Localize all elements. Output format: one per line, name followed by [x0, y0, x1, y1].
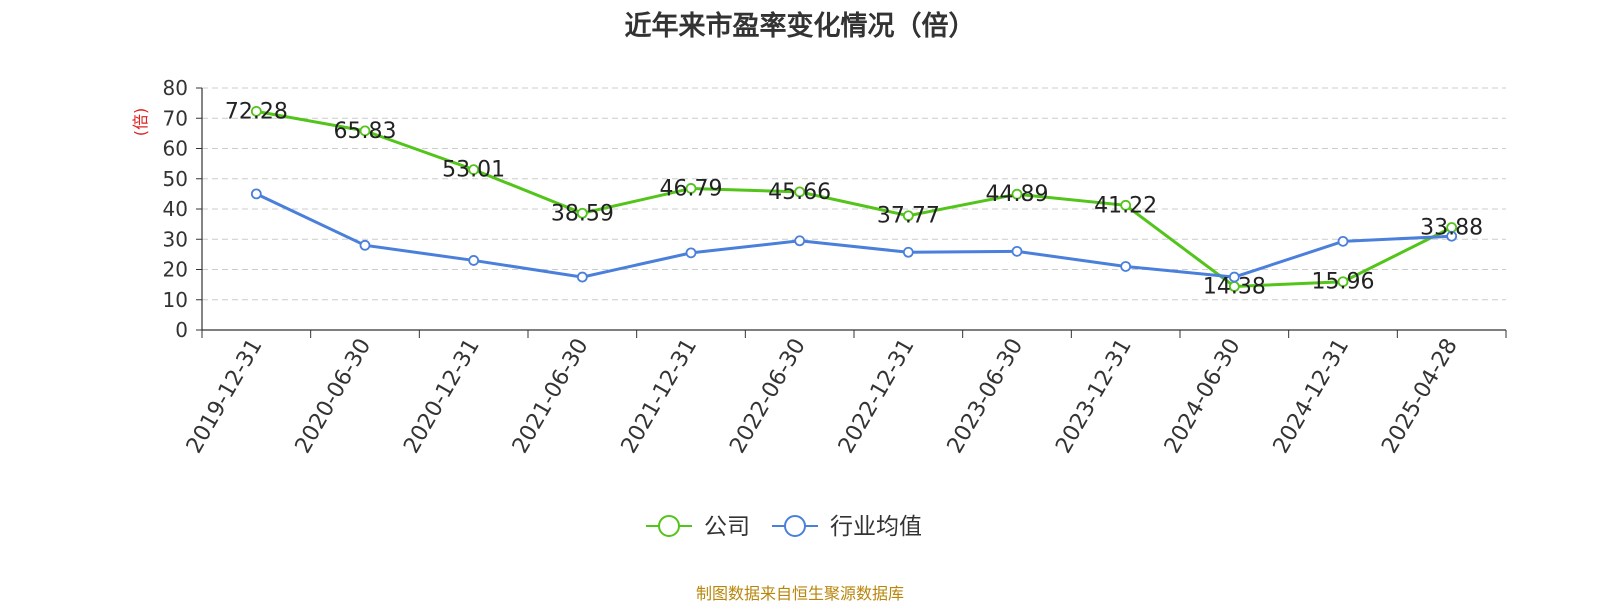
company-point — [1120, 199, 1132, 211]
industry-avg-line — [255, 192, 1452, 279]
company-point — [359, 125, 371, 137]
y-tick-label: 30 — [163, 227, 188, 251]
y-tick-label: 10 — [163, 288, 188, 312]
industry-avg-point — [250, 188, 262, 200]
industry-avg-point — [576, 271, 588, 283]
data-label: 41.22 — [1094, 193, 1157, 218]
industry-avg-point — [359, 239, 371, 251]
x-tick-label: 2022-12-31 — [834, 335, 920, 458]
x-tick-label: 2023-06-30 — [943, 335, 1029, 458]
data-label: 38.59 — [551, 201, 614, 226]
data-label: 65.83 — [334, 119, 397, 144]
legend-marker — [658, 515, 680, 537]
data-label: 46.79 — [660, 176, 723, 201]
company-point — [576, 207, 588, 219]
industry-avg-point — [902, 246, 914, 258]
x-tick-label: 2022-06-30 — [725, 335, 811, 458]
x-tick-label: 2025-04-28 — [1377, 335, 1463, 458]
data-label: 72.28 — [225, 99, 288, 124]
data-label: 44.89 — [986, 182, 1049, 207]
data-labels: 72.28 65.83 53.01 38.59 46.79 45.66 37.77 44.89… — [225, 99, 1483, 299]
y-tick-label: 0 — [175, 318, 188, 342]
company-point — [1337, 276, 1349, 288]
data-label: 45.66 — [768, 180, 831, 205]
x-tick-label: 2020-12-31 — [399, 335, 485, 458]
company-point — [685, 183, 697, 194]
x-tick-label: 2019-12-31 — [182, 335, 268, 458]
industry-avg-point — [1228, 271, 1240, 283]
y-tick-label: 20 — [163, 258, 188, 282]
data-label: 53.01 — [442, 158, 505, 183]
company-point — [468, 164, 480, 176]
legend-label: 行业均值 — [830, 514, 922, 540]
industry-avg-point — [685, 247, 697, 259]
data-label: 37.77 — [877, 204, 940, 229]
x-tick-label: 2021-06-30 — [508, 335, 594, 458]
industry-avg-point — [1011, 245, 1023, 257]
legend-label: 公司 — [704, 514, 750, 540]
y-tick-label: 50 — [163, 167, 188, 191]
company-point — [250, 105, 262, 117]
chart-title: 近年来市盈率变化情况（倍） — [624, 11, 976, 42]
x-tick-label: 2024-12-31 — [1269, 335, 1355, 458]
company-point — [794, 186, 806, 198]
series-lines — [250, 105, 1458, 292]
y-tick-label: 70 — [163, 106, 188, 130]
x-tick-label: 2023-12-31 — [1051, 335, 1137, 458]
y-tick-label: 60 — [163, 137, 188, 161]
industry-avg-point — [1446, 230, 1458, 242]
y-tick-label: 40 — [163, 197, 188, 221]
data-label: 33.88 — [1420, 216, 1483, 241]
legend-marker — [784, 515, 806, 537]
x-tick-label: 2021-12-31 — [617, 335, 703, 458]
industry-avg-point — [468, 255, 480, 266]
data-label: 14.38 — [1203, 275, 1266, 300]
grid-lines — [202, 87, 1506, 301]
industry-avg-point — [1337, 235, 1349, 247]
legend[interactable]: 公司 行业均值 — [646, 514, 922, 540]
y-tick-label: 80 — [163, 76, 188, 100]
x-tick-label: 2024-06-30 — [1160, 335, 1246, 458]
company-point — [902, 210, 914, 222]
industry-avg-point — [794, 235, 806, 247]
x-tick-label: 2020-06-30 — [291, 335, 377, 458]
data-label: 15.96 — [1312, 270, 1375, 295]
industry-avg-point — [1120, 261, 1132, 272]
company-point — [1011, 188, 1023, 200]
y-axis-label: (倍) — [131, 108, 150, 137]
company-line — [256, 109, 1453, 289]
source-note: 制图数据来自恒生聚源数据库 — [695, 584, 904, 603]
